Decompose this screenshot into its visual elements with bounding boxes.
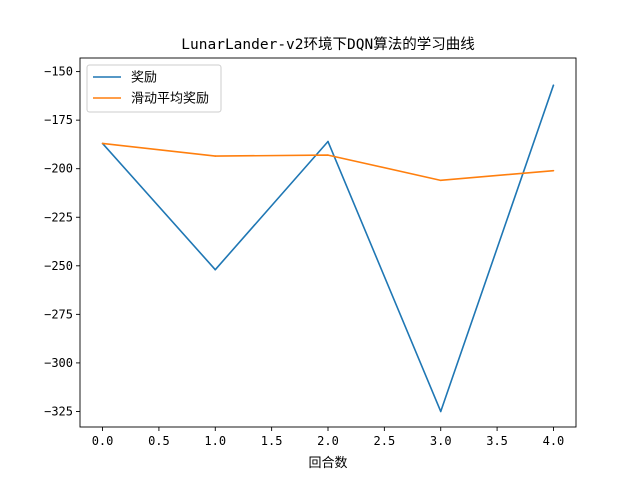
series-1-point (214, 155, 217, 157)
x-tick-label: 1.5 (261, 434, 283, 448)
series-1-point (439, 179, 442, 182)
series-0-point (439, 410, 442, 413)
y-tick-label: −225 (44, 210, 73, 224)
x-tick-label: 0.5 (148, 434, 170, 448)
x-tick-label: 3.5 (486, 434, 508, 448)
y-tick-label: −325 (44, 404, 73, 418)
x-tick-label: 2.0 (317, 434, 339, 448)
y-tick-label: −250 (44, 259, 73, 273)
y-tick-label: −175 (44, 113, 73, 127)
x-axis-label: 回合数 (308, 456, 347, 471)
y-tick-label: −150 (44, 65, 73, 79)
series-line-1 (102, 142, 554, 182)
series-1-point (101, 142, 104, 145)
chart-title: LunarLander-v2环境下DQN算法的学习曲线 (181, 35, 474, 53)
plot-area: 0.0 0.5 1.0 1.5 2.0 2.5 3.0 3.5 4.0 −150 −175 −200 −… (44, 57, 577, 448)
y-tick-label: −300 (44, 356, 73, 370)
x-tick-label: 1.0 (204, 434, 226, 448)
legend-label-0: 奖励 (131, 71, 157, 86)
series-1-point (327, 154, 329, 156)
series-0-point (552, 84, 555, 86)
series-1-point (552, 169, 555, 172)
legend-label-1: 滑动平均奖励 (131, 92, 209, 107)
series-0-point (327, 140, 329, 143)
series-line-0 (101, 84, 555, 413)
x-tick-label: 3.0 (430, 434, 452, 448)
series-0-point (214, 268, 217, 271)
y-tick-label: −275 (44, 307, 73, 321)
x-tick-label: 4.0 (543, 434, 565, 448)
x-tick-label: 0.0 (92, 434, 114, 448)
axes-frame (79, 57, 577, 428)
x-tick-label: 2.5 (374, 434, 396, 448)
y-tick-label: −200 (44, 162, 73, 176)
